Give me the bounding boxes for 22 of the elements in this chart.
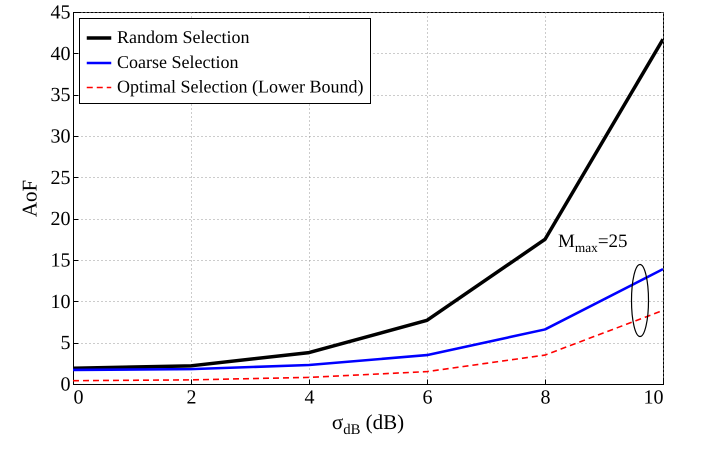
legend-label: Optimal Selection (Lower Bound) [117, 76, 364, 96]
y-tick-label: 5 [60, 332, 70, 354]
line-series [73, 268, 663, 372]
x-tick-label: 8 [540, 386, 550, 408]
legend-label: Coarse Selection [117, 52, 238, 72]
y-tick-label: 30 [50, 126, 70, 148]
x-tick-label: 4 [304, 386, 314, 408]
legend-label: Random Selection [117, 27, 250, 47]
y-tick-label: 15 [50, 250, 70, 272]
y-tick-label: 45 [50, 2, 70, 24]
x-tick-label: 2 [186, 386, 196, 408]
x-axis-title: σ$_{dB}$ (dB) [330, 410, 406, 440]
y-tick-label: 25 [50, 166, 70, 189]
y-axis-title: AoF [18, 180, 42, 218]
y-tick-label: 35 [50, 84, 70, 106]
y-tick-label: 40 [50, 42, 70, 65]
y-tick-label: 20 [50, 208, 70, 230]
annotation: M$_{max}$=25 [558, 231, 628, 256]
x-tick-label: 10 [644, 386, 664, 408]
x-tick-label: 6 [422, 386, 432, 408]
line-series [73, 310, 663, 382]
y-tick-label: 10 [50, 290, 70, 313]
